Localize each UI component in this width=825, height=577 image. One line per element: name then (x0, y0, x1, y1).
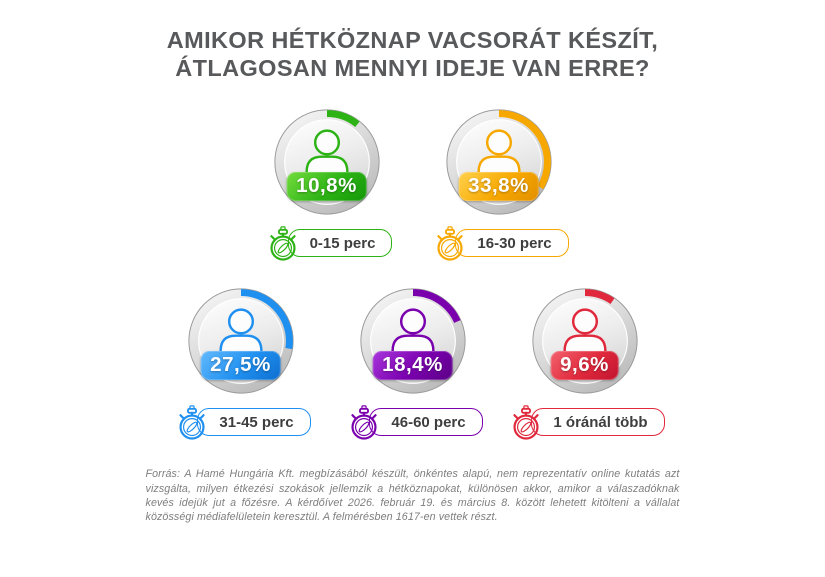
gauge-arc (532, 289, 637, 394)
gauge-31-45-perc: 27,5% 31-45 perc (155, 284, 327, 441)
page-title-line1: AMIKOR HÉTKÖZNAP VACSORÁT KÉSZÍT, (166, 27, 659, 53)
gauge-arc (274, 110, 379, 215)
stopwatch-icon (269, 226, 296, 262)
gauge-arc (188, 289, 293, 394)
time-range-label: 46-60 perc (369, 408, 483, 437)
time-range-label: 0-15 perc (287, 229, 393, 258)
stopwatch-icon (513, 405, 540, 441)
gauge-ring (359, 288, 466, 395)
gauge-1-oranal-tobb: 9,6% 1 óránál több (499, 284, 671, 441)
gauge-ring (445, 109, 552, 216)
gauge-circle: 27,5% (184, 284, 298, 398)
page-title-line2: ÁTLAGOSAN MENNYI IDEJE VAN ERRE? (175, 54, 650, 81)
gauge-circle: 10,8% (270, 105, 384, 219)
percent-badge: 33,8% (458, 171, 539, 201)
stopwatch-icon (437, 226, 464, 262)
gauge-ring (273, 109, 380, 216)
percent-badge: 10,8% (286, 171, 367, 201)
gauge-circle: 33,8% (442, 105, 556, 219)
time-label-group: 46-60 perc (342, 405, 483, 441)
gauge-arc (446, 110, 551, 215)
time-label-group: 31-45 perc (170, 405, 311, 441)
stopwatch-icon (351, 405, 378, 441)
gauge-0-15-perc: 10,8% 0-15 perc (241, 105, 413, 262)
time-label-group: 1 óránál több (504, 405, 665, 441)
stopwatch-icon (179, 405, 206, 441)
gauge-ring (531, 288, 638, 395)
time-label-group: 16-30 perc (428, 226, 569, 262)
page-title: AMIKOR HÉTKÖZNAP VACSORÁT KÉSZÍT, ÁTLAGO… (0, 27, 825, 82)
time-label-group: 0-15 perc (261, 226, 393, 262)
percent-badge: 27,5% (200, 350, 281, 380)
gauge-46-60-perc: 18,4% 46-60 perc (327, 284, 499, 441)
gauge-circle: 9,6% (528, 284, 642, 398)
gauges-row-2: 27,5% 31-45 perc (0, 284, 825, 441)
time-range-label: 16-30 perc (455, 229, 569, 258)
percent-badge: 18,4% (372, 350, 453, 380)
gauge-circle: 18,4% (356, 284, 470, 398)
source-note: Forrás: A Hamé Hungária Kft. megbízásábó… (145, 468, 680, 524)
gauges-row-1: 10,8% 0-15 perc (0, 105, 825, 262)
gauge-ring (187, 288, 294, 395)
time-range-label: 1 óránál több (531, 408, 665, 437)
gauge-arc (360, 289, 465, 394)
gauge-16-30-perc: 33,8% 16-30 perc (413, 105, 585, 262)
time-range-label: 31-45 perc (197, 408, 311, 437)
percent-badge: 9,6% (550, 350, 619, 380)
